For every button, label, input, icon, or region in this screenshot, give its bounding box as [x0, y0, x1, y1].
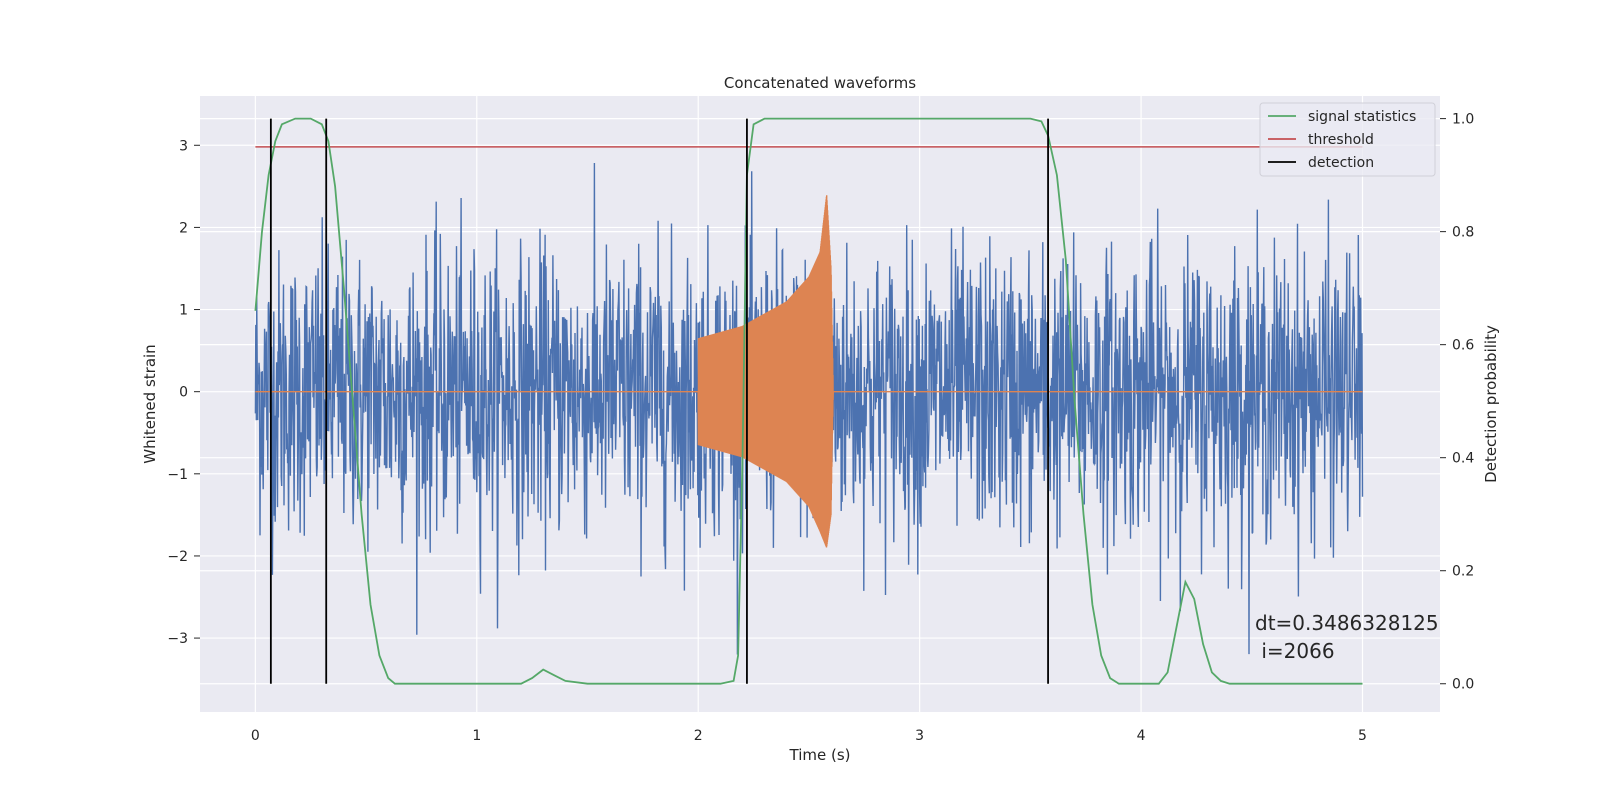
y-tick-label-0: −3 [167, 631, 188, 647]
y2-axis-label: Detection probability [1482, 325, 1500, 483]
series-injected-waveform [255, 195, 1363, 548]
axes-layer: 0 1 2 3 4 5 −3 −2 −1 0 1 2 3 0.0 0.2 0.4 0.6 0.8 1.0 [167, 112, 1474, 744]
x-tick-label-3: 3 [915, 728, 924, 744]
x-tick-label-4: 4 [1137, 728, 1146, 744]
legend-label-detection: detection [1308, 155, 1374, 171]
y-tick-label-3: 0 [179, 385, 188, 401]
legend-box [1259, 102, 1436, 177]
legend: signal statistics threshold detection [1259, 102, 1436, 177]
series-layer [254, 117, 1364, 685]
x-tick-label-2: 2 [694, 728, 703, 744]
x-axis-label: Time (s) [789, 746, 851, 764]
y-tick-label-5: 2 [179, 220, 188, 236]
y-tick-label-6: 3 [179, 138, 188, 154]
series-signal-statistics [254, 117, 1363, 685]
y-axis-label: Whitened strain [141, 344, 159, 463]
annotation-dt: dt=0.3486328125 [1255, 611, 1439, 635]
y2-tick-label-5: 1.0 [1452, 112, 1474, 128]
y-tick-label-4: 1 [179, 303, 188, 319]
y2-tick-label-4: 0.8 [1452, 225, 1474, 241]
chart-title: Concatenated waveforms [724, 74, 916, 92]
x-tick-label-5: 5 [1358, 728, 1367, 744]
x-tick-label-0: 0 [251, 728, 260, 744]
y2-tick-label-0: 0.0 [1452, 677, 1474, 693]
y-tick-label-2: −1 [167, 467, 188, 483]
annotation-i: i=2066 [1255, 639, 1335, 663]
legend-label-signal-statistics: signal statistics [1308, 109, 1416, 125]
y2-tick-label-3: 0.6 [1452, 338, 1474, 354]
y2-tick-label-2: 0.4 [1452, 451, 1474, 467]
y2-tick-label-1: 0.2 [1452, 564, 1474, 580]
legend-label-threshold: threshold [1308, 132, 1374, 148]
x-tick-label-1: 1 [472, 728, 481, 744]
y-tick-label-1: −2 [167, 549, 188, 565]
